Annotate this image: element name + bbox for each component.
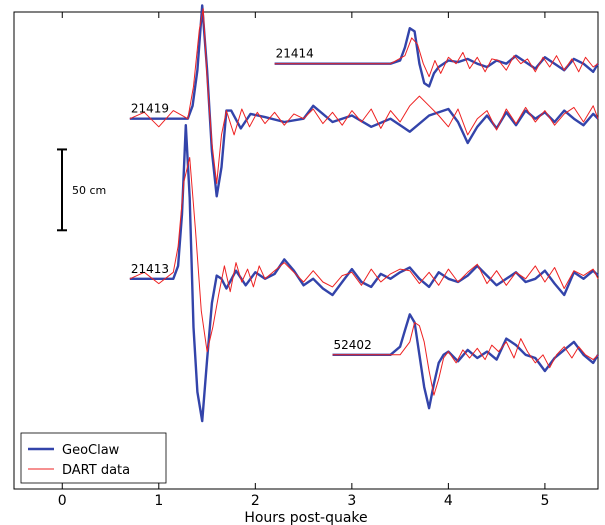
scale-bar-label: 50 cm bbox=[72, 184, 106, 197]
station-labels: 21414 21419 21413 52402 bbox=[131, 47, 372, 352]
scale-bar: 50 cm bbox=[57, 148, 106, 232]
legend-label-geoclaw: GeoClaw bbox=[62, 443, 120, 458]
series-layer bbox=[129, 4, 600, 423]
x-axis: 0 1 2 3 4 5 bbox=[58, 12, 549, 509]
plot-frame bbox=[13, 11, 599, 490]
x-tick-label: 5 bbox=[540, 493, 549, 509]
series-dart-21414 bbox=[274, 37, 599, 78]
x-tick-label: 3 bbox=[347, 493, 356, 509]
station-label-21419: 21419 bbox=[131, 102, 169, 116]
series-dart-21413 bbox=[129, 157, 599, 353]
x-axis-label: Hours post-quake bbox=[244, 510, 367, 525]
series-geoclaw-52402 bbox=[332, 313, 600, 410]
legend-label-dart: DART data bbox=[62, 463, 130, 478]
x-tick-label: 1 bbox=[154, 493, 163, 509]
series-geoclaw-21419 bbox=[129, 4, 599, 198]
legend: GeoClaw DART data bbox=[20, 432, 167, 484]
station-label-52402: 52402 bbox=[334, 338, 372, 352]
series-geoclaw-21414 bbox=[274, 27, 600, 88]
series-dart-21419 bbox=[129, 8, 599, 184]
station-label-21414: 21414 bbox=[276, 47, 314, 61]
station-label-21413: 21413 bbox=[131, 262, 169, 276]
series-geoclaw-21413 bbox=[129, 123, 599, 423]
series-dart-52402 bbox=[332, 322, 599, 396]
legend-box bbox=[20, 432, 167, 484]
x-tick-label: 4 bbox=[444, 493, 453, 509]
x-tick-label: 2 bbox=[251, 493, 260, 509]
x-tick-label: 0 bbox=[58, 493, 67, 509]
